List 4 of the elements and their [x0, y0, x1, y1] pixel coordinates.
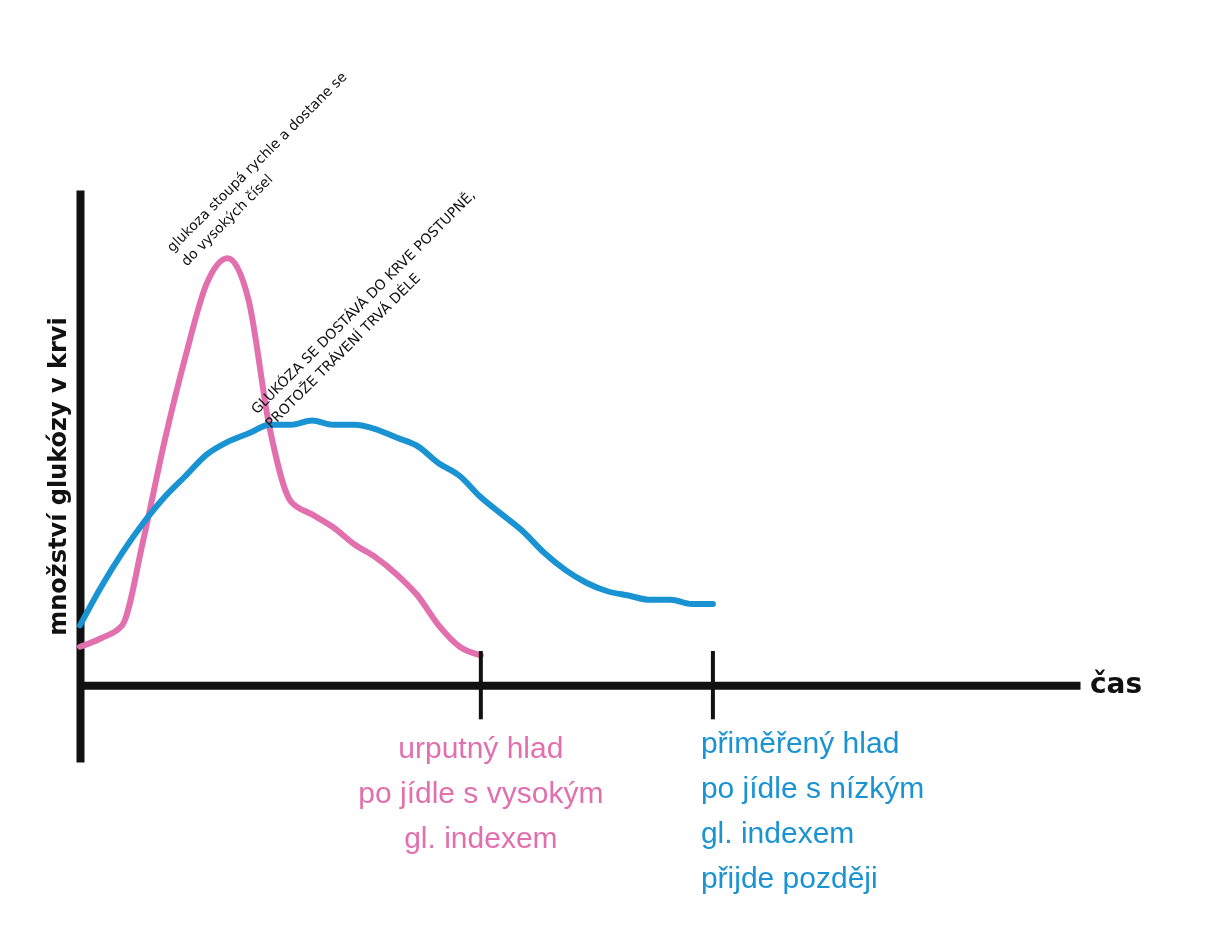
text: čas [1090, 667, 1143, 701]
text: přiměřený hlad po jídle s nízkým gl. indexem přijde později [700, 726, 925, 895]
y-axis-title: množství glukózy v krvi [43, 317, 72, 636]
text: urputný hlad po jídle s vysokým gl. indexem [358, 731, 604, 855]
